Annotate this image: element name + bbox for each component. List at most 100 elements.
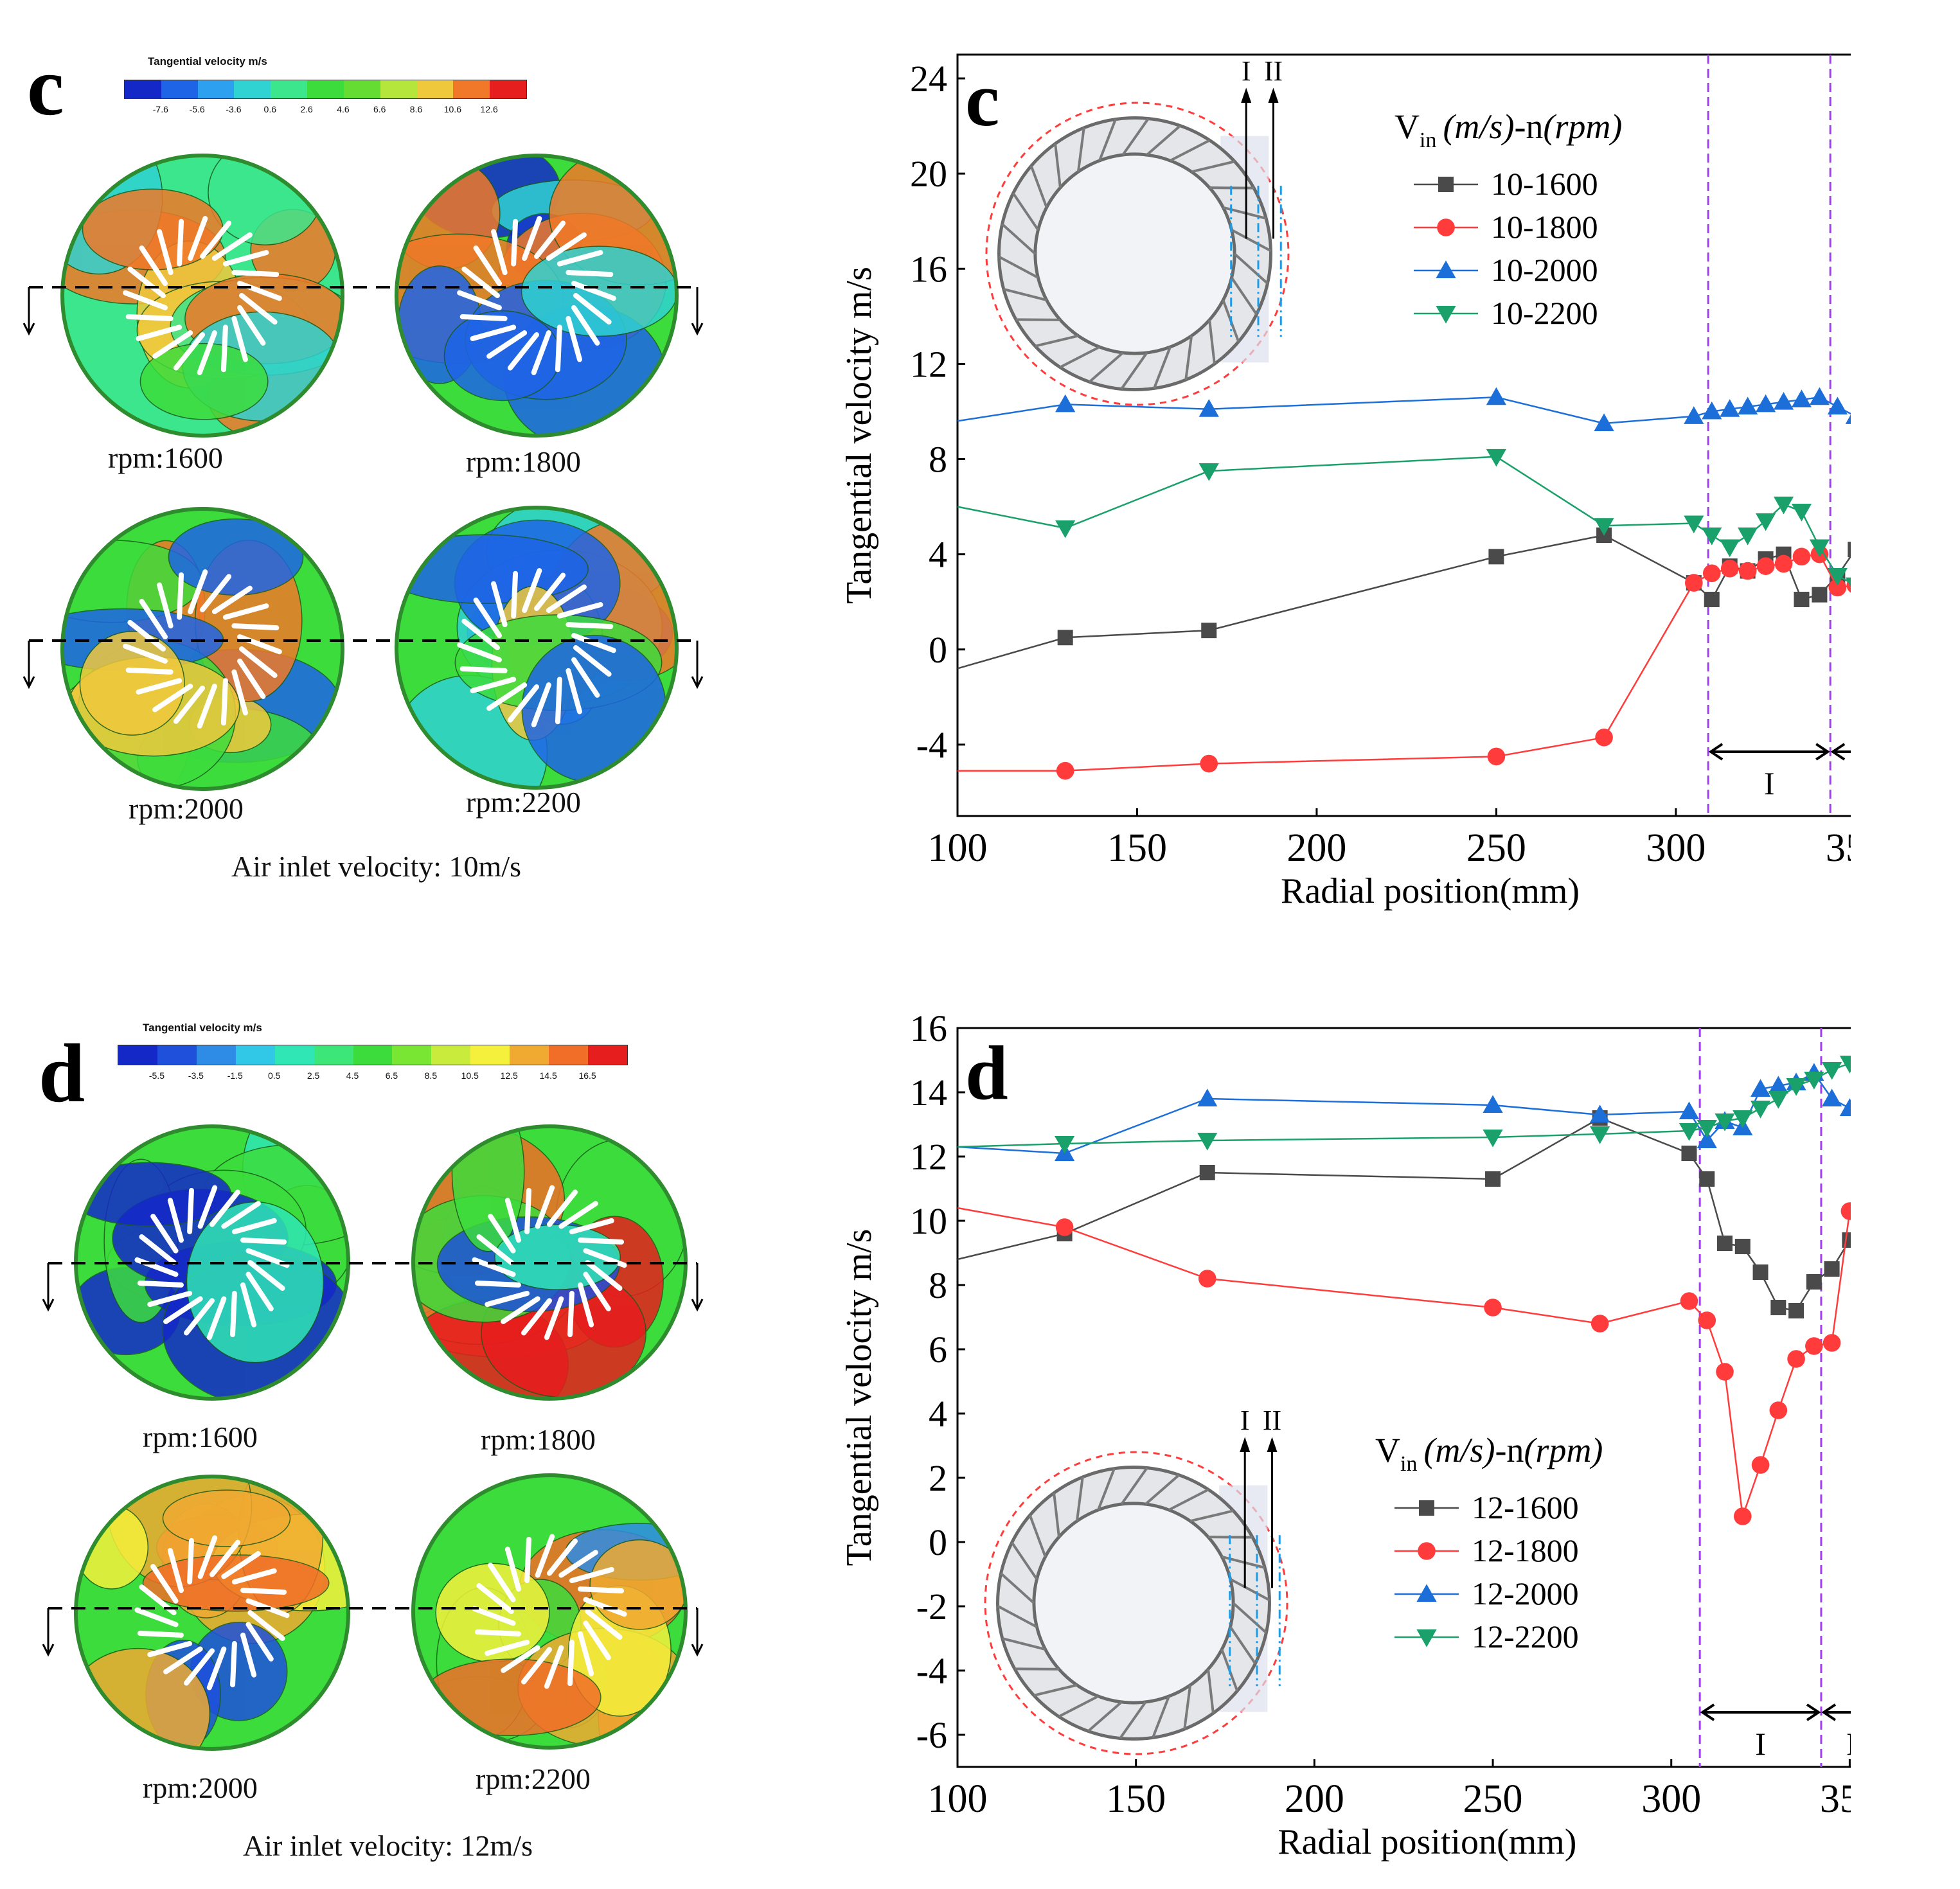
colorbar-swatch (510, 1045, 549, 1065)
data-point (1198, 399, 1219, 417)
colorbar-swatch (453, 80, 490, 98)
section-arrowhead (691, 1299, 704, 1312)
section-arrowhead (42, 1299, 55, 1312)
series-10-2200 (957, 448, 1851, 587)
y-tick-label: 16 (910, 248, 947, 290)
series-10-1800 (958, 545, 1851, 780)
impeller-blade (534, 572, 566, 611)
impeller-blade (504, 1547, 521, 1592)
impeller-blade (136, 678, 183, 695)
colorbar-swatch (197, 80, 235, 98)
contour-disc (395, 506, 679, 790)
inset-blade (1229, 1578, 1270, 1602)
impeller-blade (578, 1237, 625, 1245)
data-point (1416, 1584, 1437, 1602)
impeller-blade (491, 581, 508, 628)
impeller-blade (206, 1296, 227, 1340)
inset-blade (1029, 165, 1048, 208)
data-point (1685, 574, 1703, 592)
impeller-blade (231, 270, 280, 278)
impeller-blade (474, 1629, 521, 1636)
impeller-blade (197, 330, 217, 375)
inset-arrowhead (1268, 87, 1279, 103)
inset-blade (1011, 192, 1040, 231)
contour-blob (168, 518, 304, 596)
contour-blob (76, 1505, 149, 1590)
y-tick-label: -4 (916, 724, 947, 766)
region-arrowhead (1700, 1703, 1715, 1721)
colorbar-tick-label: 0.6 (263, 104, 276, 114)
data-point (1702, 564, 1721, 583)
data-point (1704, 592, 1720, 608)
contour-blob (139, 342, 269, 420)
x-tick-label: 350 (1820, 1777, 1851, 1821)
inset-blade (1229, 1626, 1257, 1665)
impeller-blade (583, 1597, 627, 1617)
colorbar-tick-label: -3.6 (226, 104, 242, 114)
y-tick-label: 8 (929, 439, 947, 481)
impeller-blade (245, 1622, 274, 1662)
disc-outline (60, 154, 344, 438)
y-tick-label: 14 (910, 1072, 947, 1113)
impeller-blade (507, 684, 539, 723)
data-point (1200, 754, 1218, 773)
data-point (1487, 747, 1506, 766)
impeller-blade (524, 1536, 531, 1583)
y-tick-label: 10 (910, 1200, 947, 1242)
data-point (1822, 1062, 1842, 1080)
legend-label: 12-1600 (1472, 1489, 1579, 1525)
colorbar-swatch (470, 1045, 510, 1065)
impeller-blade (457, 642, 502, 662)
data-point (1679, 1123, 1700, 1141)
data-point (1436, 306, 1456, 324)
impeller-blade (200, 574, 232, 612)
inset-dashed-circle (985, 102, 1290, 406)
impeller-blade (567, 1640, 575, 1687)
data-point (1201, 623, 1217, 639)
impeller-blade (197, 684, 217, 729)
inset-blade (1189, 1509, 1234, 1523)
caption-rpm-2200: rpm:2200 (476, 1762, 591, 1795)
inset-blade (1053, 1493, 1060, 1538)
region-arrowhead (1806, 1703, 1821, 1721)
data-point (1484, 1299, 1502, 1317)
data-point (1680, 1292, 1698, 1310)
contour-panel-d: d Tangential velocity m/s -5.5 -3.5 -1.5 0.… (0, 1002, 707, 1876)
x-tick-label: 150 (1107, 826, 1167, 870)
impeller-blade (127, 619, 166, 652)
colorbar-title: Tangential velocity m/s (148, 55, 267, 67)
colorbar-swatch (343, 80, 380, 98)
x-tick-label: 300 (1641, 1777, 1701, 1821)
impeller-blade (578, 1586, 625, 1593)
y-axis-label: Tangential velocity m/s (839, 267, 879, 604)
impeller-blade (558, 1201, 598, 1229)
inset-label: I (1242, 55, 1251, 87)
region-arrowhead (1708, 743, 1724, 761)
inset-blade (1183, 1685, 1192, 1730)
impeller-blade (173, 686, 205, 724)
section-arrowhead (691, 1644, 704, 1657)
data-point (1198, 463, 1219, 481)
colorbar-swatch (490, 80, 526, 98)
inset-blade (1075, 1477, 1084, 1521)
data-point (1750, 1101, 1771, 1119)
colorbar-swatch (353, 1045, 393, 1065)
region-arrowhead (1830, 743, 1846, 761)
impeller-blade (211, 585, 253, 614)
series-line (957, 1072, 1851, 1155)
contour-disc (411, 1473, 688, 1750)
y-tick-label: 24 (910, 58, 947, 100)
inset-blade (1076, 127, 1085, 172)
data-point (1715, 1113, 1735, 1131)
x-tick-label: 350 (1826, 826, 1851, 870)
impeller-inset: I II (984, 1405, 1288, 1755)
impeller-blade (571, 657, 600, 698)
impeller-blade (524, 1187, 531, 1234)
inset-blade (1184, 335, 1193, 380)
colorbar-swatch (314, 1045, 353, 1065)
colorbar-swatch (416, 80, 454, 98)
colorbar-tick-label: 12.5 (500, 1070, 518, 1081)
data-point (1698, 1311, 1716, 1329)
line-chart-d: 100 150 200 250 300 350 -6 -4 -2 0 2 4 6 8 10 12 14 16 Rad… (839, 1007, 1851, 1862)
colorbar-swatch (196, 1045, 236, 1065)
